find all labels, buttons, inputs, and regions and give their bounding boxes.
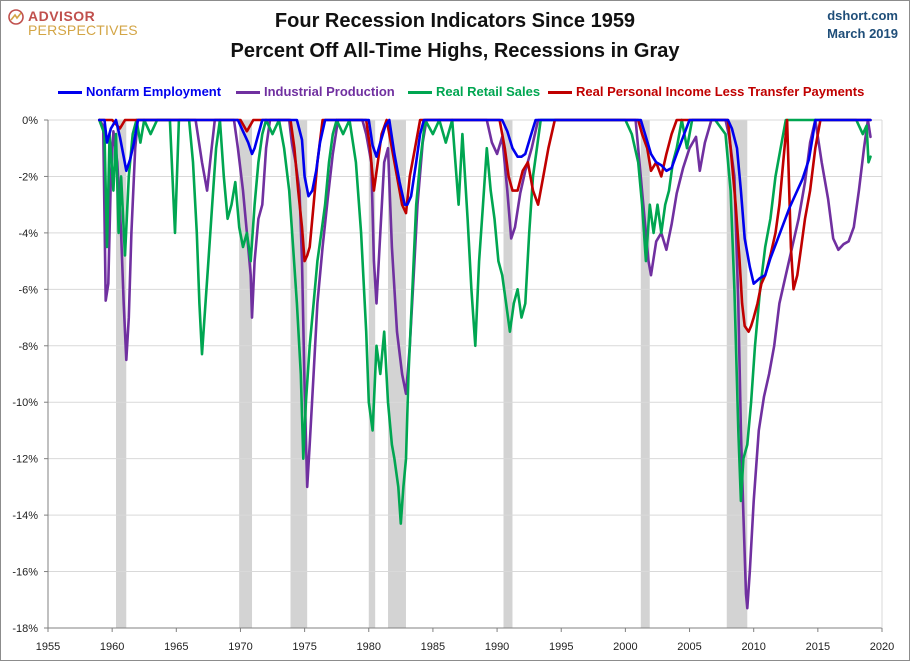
advisor-perspectives-logo: ADVISOR PERSPECTIVES: [8, 6, 148, 40]
y-tick-label: -8%: [18, 341, 38, 353]
recession-band-6: [640, 120, 650, 628]
axes: 0% -2% -4% -6% -8% -10% -12% -14% -16% -18% 1955 19…: [12, 115, 894, 653]
source-label: dshort.com: [827, 8, 898, 23]
x-tick-label: 2015: [806, 641, 830, 653]
x-tick-label: 2005: [677, 641, 701, 653]
series-line-retail: [98, 118, 872, 525]
recession-bands: [116, 120, 748, 628]
y-tick-label: -18%: [12, 623, 38, 635]
x-tick-label: 2010: [741, 641, 765, 653]
chart-legend: Nonfarm Employment Industrial Production…: [0, 83, 910, 101]
recession-band-3: [368, 120, 376, 628]
x-tick-label: 1960: [100, 641, 124, 653]
legend-swatch-industrial: [236, 91, 260, 94]
recession-band-0: [116, 120, 127, 628]
legend-label-nonfarm: Nonfarm Employment: [86, 84, 222, 99]
y-tick-label: -16%: [12, 567, 38, 579]
x-tick-label: 2020: [870, 641, 894, 653]
y-tick-label: -6%: [18, 284, 38, 296]
x-tick-label: 1965: [164, 641, 188, 653]
series-line-nonfarm: [98, 118, 872, 285]
series-line-income: [98, 118, 872, 333]
x-tick-label: 1970: [228, 641, 252, 653]
logo-text-advisor: ADVISOR: [28, 8, 96, 24]
legend-swatch-income: [548, 91, 572, 94]
x-tick-label: 2000: [613, 641, 637, 653]
x-tick-label: 1975: [292, 641, 316, 653]
legend-swatch-retail: [408, 91, 432, 94]
x-tick-label: 1990: [485, 641, 509, 653]
chart-title: Four Recession Indicators Since 1959: [274, 10, 636, 32]
y-tick-label: -4%: [18, 228, 38, 240]
x-tick-label: 1995: [549, 641, 573, 653]
legend-label-industrial: Industrial Production: [264, 84, 395, 99]
series-lines: [98, 118, 872, 610]
x-tick-label: 1985: [421, 641, 445, 653]
date-label: March 2019: [827, 26, 898, 41]
x-tick-label: 1980: [357, 641, 381, 653]
recession-band-1: [239, 120, 253, 628]
y-tick-label: 0%: [22, 115, 38, 127]
chart-subtitle: Percent Off All-Time Highs, Recessions i…: [230, 40, 680, 62]
legend-swatch-nonfarm: [58, 91, 82, 94]
legend-label-retail: Real Retail Sales: [436, 84, 541, 99]
y-tick-label: -14%: [12, 510, 38, 522]
legend-label-income: Real Personal Income Less Transfer Payme…: [576, 84, 865, 99]
y-tick-label: -10%: [12, 397, 38, 409]
logo-mark-icon: [8, 9, 24, 25]
y-tick-label: -2%: [18, 171, 38, 183]
y-tick-label: -12%: [12, 454, 38, 466]
x-tick-label: 1955: [36, 641, 60, 653]
recession-band-5: [503, 120, 513, 628]
logo-text-perspectives: PERSPECTIVES: [28, 22, 138, 38]
